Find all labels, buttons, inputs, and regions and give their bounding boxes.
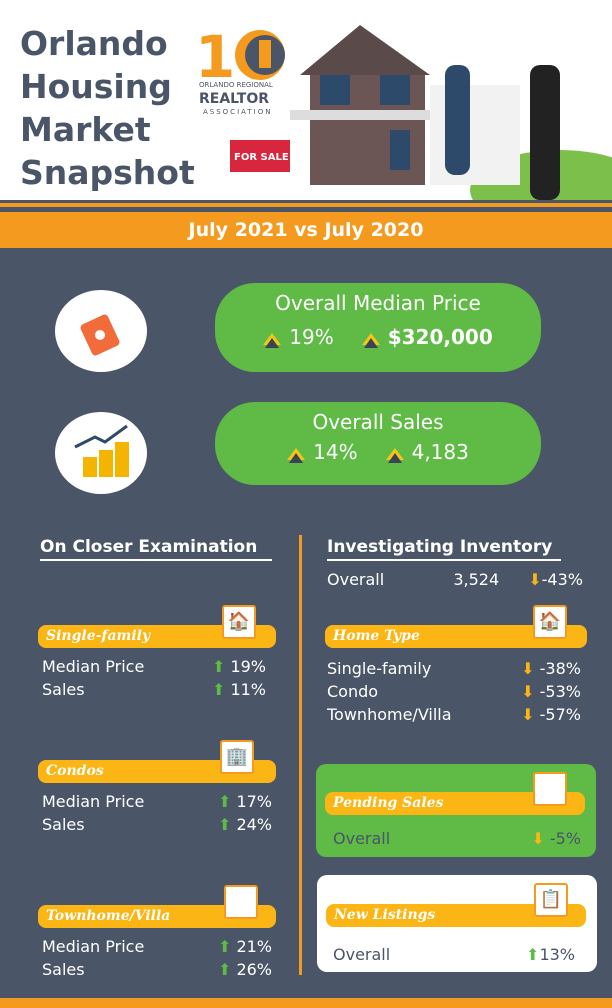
median-price-value: $320,000 [387,325,493,349]
title-line: Orlando [20,24,168,63]
card-title: Overall Median Price [275,291,481,315]
row-value: -57% [539,705,581,724]
orrra-logo: 1 ORLANDO REGIONAL REALTOR ASSOCIATION [195,23,315,116]
title-line: Housing [20,67,172,106]
row-label: Townhome/Villa [327,705,452,724]
house-illustration: FOR SALE [230,25,612,200]
townhome-section: Townhome/Villa 🏘 Median Price ⬆ 21% Sales… [38,885,276,979]
section-ribbon: Single-family [38,625,276,648]
price-tag-icon [55,290,147,372]
clock-alert-icon: ⏱ [533,772,567,806]
card-title: Overall Sales [312,410,444,434]
pending-sales-card: Pending Sales ⏱ Overall ⬇ -5% [316,764,596,857]
row-label: Single-family [327,659,432,678]
date-banner: July 2021 vs July 2020 [0,212,612,248]
section-ribbon: Home Type [325,625,587,648]
row-value: -43% [541,570,583,589]
change-value: 14% [313,440,358,464]
new-listings-card: New Listings 📋 Overall ⬆13% [317,875,597,972]
ribbon-label: New Listings [334,907,436,923]
row-value: -53% [539,682,581,701]
home-type-section: Home Type 🏠 Single-family ⬇ -38% Condo ⬇ -… [325,605,587,724]
section-ribbon: New Listings [326,904,586,927]
row-label: Condo [327,682,379,701]
single-family-section: Single-family 🏠 Median Price ⬆ 19% Sales ⬆… [38,605,276,699]
title-line: Snapshot [20,153,195,192]
inventory-count: 3,524 [453,570,500,589]
title-line: Market [20,110,151,149]
row-value: 26% [236,960,272,979]
ribbon-label: Townhome/Villa [46,908,171,924]
page-title: Orlando Housing Market Snapshot [20,22,220,194]
column-divider [299,535,302,975]
footer-stripe [0,998,612,1008]
divider [0,203,612,207]
checklist-icon: 📋 [534,883,568,917]
house-icon: 🏠 [222,605,256,639]
row-label: Median Price [42,657,145,676]
svg-text:1: 1 [195,25,235,81]
up-arrow-icon [287,447,306,463]
row-value: -38% [539,659,581,678]
row-value: 21% [236,937,272,956]
row-value: -5% [549,829,581,848]
section-ribbon: Townhome/Villa [38,905,276,928]
row-label: Overall [327,570,385,589]
coins-growth-icon [55,412,147,494]
townhouse-icon: 🏘 [224,885,258,919]
inventory-overall-row: Overall 3,524 ⬇-43% [327,570,583,589]
section-heading: On Closer Examination [40,537,272,561]
row-label: Sales [42,960,85,979]
overall-sales-card: Overall Sales 14% 4,183 [215,402,541,485]
ribbon-label: Home Type [333,628,420,644]
row-value: 24% [236,815,272,834]
row-label: Sales [42,815,85,834]
row-value: 11% [230,680,266,699]
row-label: Overall [333,829,391,848]
building-icon: 🏢 [220,740,254,774]
row-label: Overall [333,945,391,964]
ribbon-label: Single-family [46,628,151,644]
ribbon-label: Pending Sales [333,795,444,811]
up-arrow-icon [385,447,404,463]
logo-text: REALTOR [199,91,270,107]
ribbon-label: Condos [46,763,104,779]
row-label: Median Price [42,792,145,811]
row-value: 19% [230,657,266,676]
row-label: Median Price [42,937,145,956]
up-arrow-icon [263,332,282,348]
section-heading: Investigating Inventory [327,537,561,561]
section-ribbon: Pending Sales [325,792,585,815]
house-icon: 🏠 [533,605,567,639]
section-ribbon: Condos [38,760,276,783]
row-label: Sales [42,680,85,699]
row-value: 17% [236,792,272,811]
overall-median-price-card: Overall Median Price 19% $320,000 [215,283,541,372]
for-sale-sign: FOR SALE [234,152,289,163]
up-arrow-icon [361,332,380,348]
condos-section: Condos 🏢 Median Price ⬆ 17% Sales ⬆ 24% [38,740,276,834]
change-value: 19% [289,325,334,349]
logo-text: ASSOCIATION [203,108,273,116]
sales-value: 4,183 [411,440,469,464]
logo-text: ORLANDO REGIONAL [199,81,273,89]
row-value: 13% [539,945,575,964]
